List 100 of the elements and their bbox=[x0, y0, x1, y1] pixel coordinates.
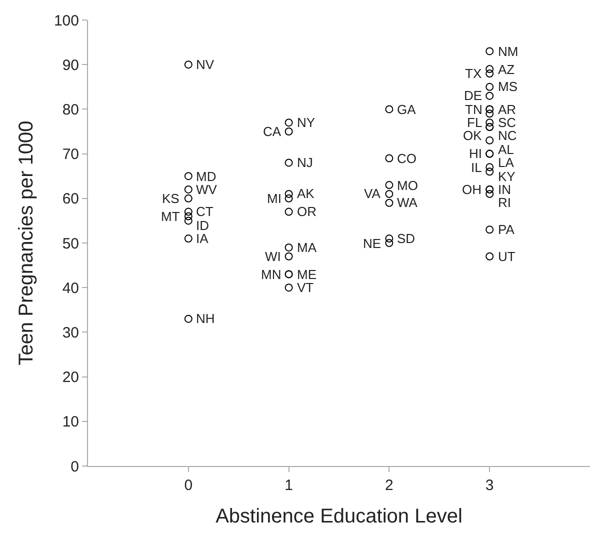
point bbox=[486, 226, 494, 234]
point bbox=[385, 190, 394, 198]
point bbox=[385, 154, 394, 162]
annotation: ME bbox=[297, 267, 317, 282]
y-tick-label: 80 bbox=[62, 101, 79, 118]
annotation: FL bbox=[467, 115, 482, 130]
point bbox=[486, 168, 494, 176]
annotation: UT bbox=[498, 249, 516, 264]
annotation: SC bbox=[498, 115, 516, 130]
y-tick-label: 60 bbox=[62, 190, 79, 208]
point bbox=[284, 284, 293, 292]
y-tick-label: 30 bbox=[62, 324, 79, 342]
point bbox=[486, 110, 494, 118]
y-tick-label: 50 bbox=[62, 235, 79, 252]
annotation: MN bbox=[261, 267, 282, 282]
annotation: IL bbox=[471, 160, 482, 175]
annotation: NE bbox=[363, 236, 382, 251]
annotation: CO bbox=[397, 151, 416, 166]
point bbox=[486, 65, 494, 74]
y-tick-label: 20 bbox=[62, 369, 79, 386]
point bbox=[284, 243, 293, 252]
y-tick-label: 40 bbox=[62, 280, 79, 297]
annotation: AR bbox=[498, 102, 516, 117]
point bbox=[184, 212, 192, 220]
annotation: ID bbox=[196, 218, 209, 233]
annotation: VT bbox=[297, 280, 314, 295]
annotation: OK bbox=[463, 128, 482, 143]
y-tick-label: 100 bbox=[54, 12, 79, 30]
annotation: WI bbox=[265, 249, 281, 264]
point bbox=[184, 185, 192, 194]
point bbox=[385, 239, 394, 247]
y-tick-label: 0 bbox=[70, 458, 79, 476]
annotation: CA bbox=[263, 124, 282, 139]
annotation: IA bbox=[196, 231, 209, 246]
point bbox=[284, 158, 293, 167]
annotation: MO bbox=[397, 178, 418, 193]
x-tick-label: 0 bbox=[184, 477, 193, 494]
point bbox=[385, 234, 394, 243]
annotation: NV bbox=[196, 57, 214, 72]
annotation: TN bbox=[465, 102, 482, 117]
annotation: OR bbox=[297, 204, 316, 219]
point bbox=[184, 194, 192, 202]
annotation: WV bbox=[196, 182, 218, 197]
annotation: NC bbox=[498, 128, 517, 143]
y-tick-label: 90 bbox=[62, 56, 79, 74]
annotation: CT bbox=[196, 204, 214, 219]
annotation: MD bbox=[196, 169, 216, 184]
annotation: WA bbox=[397, 195, 418, 210]
point bbox=[284, 252, 293, 260]
annotation: HI bbox=[469, 146, 482, 161]
annotation: NJ bbox=[297, 155, 313, 170]
annotation: KY bbox=[498, 169, 516, 184]
point bbox=[284, 194, 293, 202]
annotation: AK bbox=[297, 186, 315, 201]
annotation: LA bbox=[498, 155, 514, 170]
annotation: DE bbox=[464, 88, 482, 103]
point bbox=[184, 314, 192, 323]
point bbox=[486, 47, 494, 56]
point bbox=[385, 198, 394, 207]
point bbox=[486, 252, 494, 260]
point bbox=[385, 105, 394, 114]
annotation: RI bbox=[498, 195, 511, 210]
annotation: MI bbox=[267, 191, 282, 206]
point bbox=[184, 208, 192, 216]
point bbox=[486, 70, 494, 78]
point bbox=[284, 128, 293, 136]
point bbox=[486, 163, 494, 172]
y-tick-label: 70 bbox=[62, 146, 79, 164]
point bbox=[184, 216, 192, 225]
annotation: TX bbox=[465, 66, 482, 81]
annotation: VA bbox=[364, 186, 381, 201]
annotation: SD bbox=[397, 231, 416, 246]
x-tick-label: 2 bbox=[385, 477, 394, 494]
point bbox=[486, 136, 494, 144]
y-axis-title: Teen Pregnancies per 1000 bbox=[15, 120, 38, 366]
annotation: PA bbox=[498, 222, 515, 237]
point bbox=[284, 190, 293, 198]
annotation: MS bbox=[498, 79, 518, 94]
annotation: OH bbox=[462, 182, 482, 197]
point bbox=[486, 82, 494, 91]
annotation: AL bbox=[498, 142, 514, 157]
point bbox=[184, 234, 192, 243]
point bbox=[486, 92, 494, 100]
point bbox=[184, 172, 192, 180]
y-tick-label: 10 bbox=[62, 414, 79, 431]
point bbox=[284, 118, 293, 127]
annotation: NH bbox=[196, 311, 215, 326]
point bbox=[184, 60, 192, 69]
annotation: KS bbox=[162, 191, 180, 206]
annotation: GA bbox=[397, 102, 416, 117]
annotation: MA bbox=[297, 240, 317, 255]
x-axis-title: Abstinence Education Level bbox=[216, 506, 462, 528]
point bbox=[385, 181, 394, 190]
point bbox=[486, 190, 494, 198]
x-tick-label: 3 bbox=[485, 477, 494, 494]
annotation: IN bbox=[498, 182, 511, 197]
annotation: NY bbox=[297, 115, 316, 130]
annotation: MT bbox=[161, 209, 180, 224]
x-tick-label: 1 bbox=[284, 477, 293, 494]
annotation: NM bbox=[498, 44, 518, 59]
